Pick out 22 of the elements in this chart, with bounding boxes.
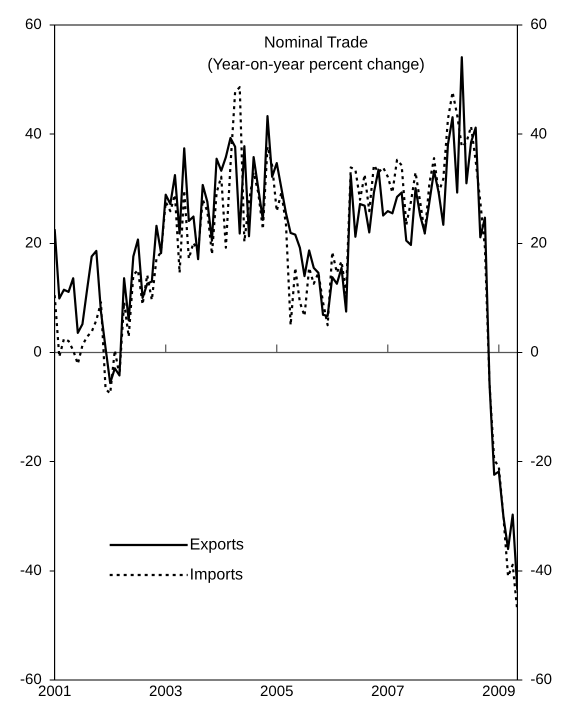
y2-tick-label: -20 [530,452,552,470]
y-tick-label: -20 [20,452,42,470]
legend-label: Imports [190,566,244,584]
y2-tick-label: -40 [530,562,552,579]
text: Nominal Trade [264,34,368,52]
x-tick-label: 2003 [149,683,182,700]
y2-tick-label: 40 [530,125,548,142]
x-tick-label: 2007 [371,683,404,700]
y-tick-label: 60 [24,16,42,34]
y2-tick-label: 60 [530,16,548,34]
x-tick-label: 2001 [38,683,72,700]
y-tick-label: 0 [33,344,42,361]
y2-tick-label: 20 [530,234,548,252]
y-tick-label: -40 [20,562,42,579]
y-tick-label: 20 [24,234,42,252]
x-tick-label: 2005 [260,683,294,700]
legend-label: Exports [190,536,244,554]
text: (Year-on-year percent change) [207,56,425,74]
y2-tick-label: 0 [530,344,539,361]
y-tick-label: 40 [24,125,42,142]
x-tick-label: 2009 [482,683,516,700]
y2-tick-label: -60 [530,671,552,688]
